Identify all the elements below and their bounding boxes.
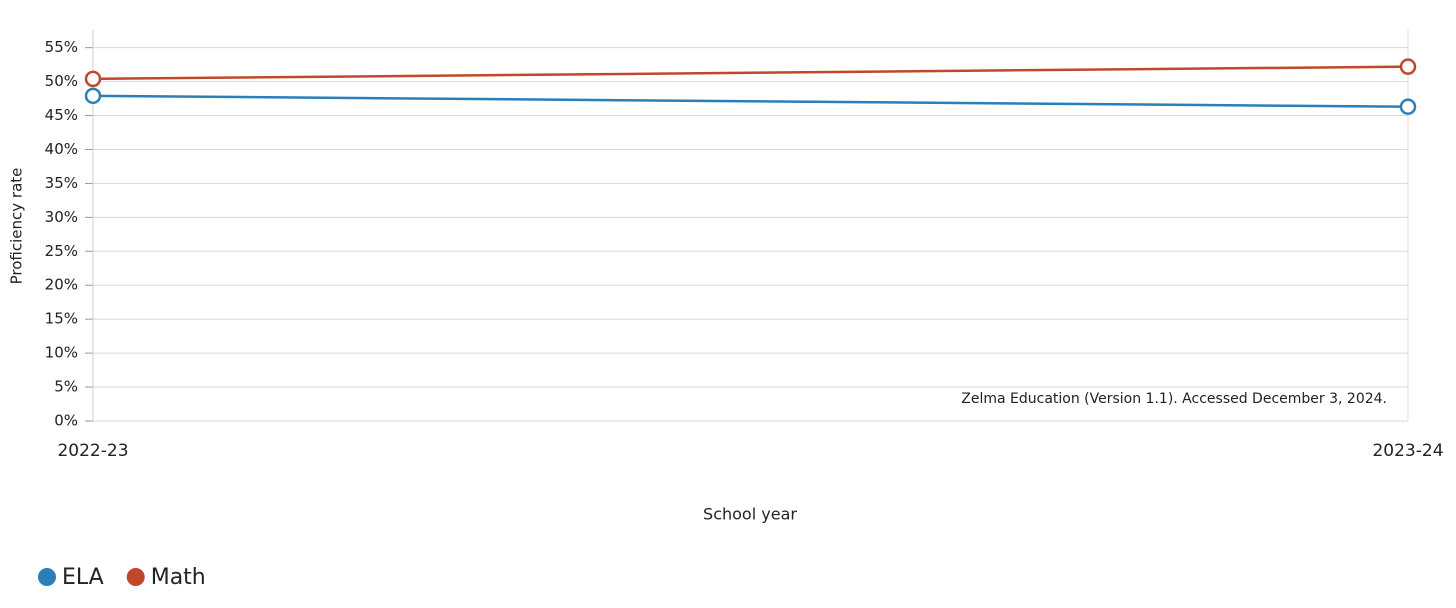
legend-swatch [38, 568, 56, 586]
x-tick-label: 2023-24 [1372, 441, 1443, 461]
y-tick-label: 45% [45, 106, 78, 124]
y-tick-label: 10% [45, 344, 78, 362]
y-axis-label: Proficiency rate [8, 168, 26, 285]
y-tick-label: 30% [45, 208, 78, 226]
y-tick-label: 25% [45, 242, 78, 260]
x-tick-label: 2022-23 [57, 441, 128, 461]
source-note: Zelma Education (Version 1.1). Accessed … [961, 391, 1387, 407]
data-point [84, 87, 102, 105]
y-tick-label: 35% [45, 174, 78, 192]
y-tick-label: 5% [54, 378, 78, 396]
data-point [84, 70, 102, 88]
series-line [92, 94, 1409, 108]
y-tick-label: 40% [45, 140, 78, 158]
legend-label: Math [151, 565, 206, 590]
y-tick-label: 20% [45, 276, 78, 294]
y-tick-label: 55% [45, 38, 78, 56]
y-tick-label: 0% [54, 412, 78, 430]
series-line [92, 65, 1409, 81]
data-point [1399, 58, 1417, 75]
legend-swatch [126, 568, 145, 586]
data-point [1399, 98, 1417, 115]
y-tick-label: 50% [45, 72, 78, 90]
legend-label: ELA [62, 565, 104, 590]
y-tick-label: 15% [45, 310, 78, 328]
x-axis-label: School year [703, 505, 797, 524]
